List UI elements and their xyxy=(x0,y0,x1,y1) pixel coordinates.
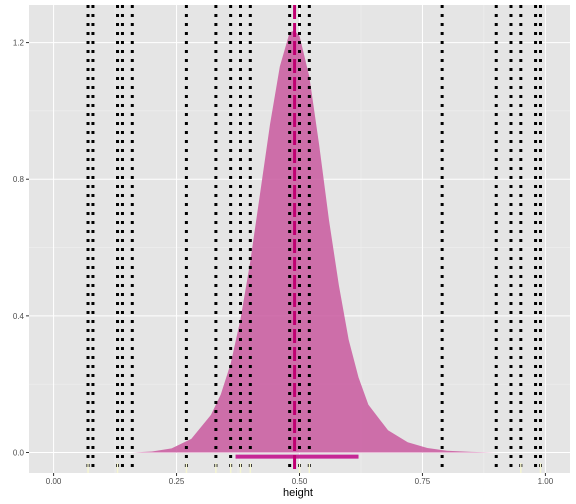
y-tick-label: 0.8 xyxy=(13,175,25,184)
x-tick-label: 0.75 xyxy=(415,477,431,486)
y-tick-label: 0.0 xyxy=(13,449,25,458)
x-axis-title: height xyxy=(283,487,313,499)
rug-layer xyxy=(87,463,542,473)
x-axis: 0.00 0.25 0.50 0.75 1.00 xyxy=(46,473,554,486)
y-tick-label: 1.2 xyxy=(13,39,25,48)
y-axis: 0.0 0.4 0.8 1.2 xyxy=(13,39,29,458)
y-tick-label: 0.4 xyxy=(13,312,25,321)
density-area xyxy=(132,30,497,453)
x-tick-label: 1.00 xyxy=(538,477,554,486)
estimate-layer xyxy=(235,5,359,473)
density-layer xyxy=(132,30,497,453)
x-tick-label: 0.25 xyxy=(169,477,185,486)
x-tick-label: 0.00 xyxy=(46,477,62,486)
observation-lines xyxy=(86,5,542,473)
x-tick-label: 0.50 xyxy=(292,477,308,486)
